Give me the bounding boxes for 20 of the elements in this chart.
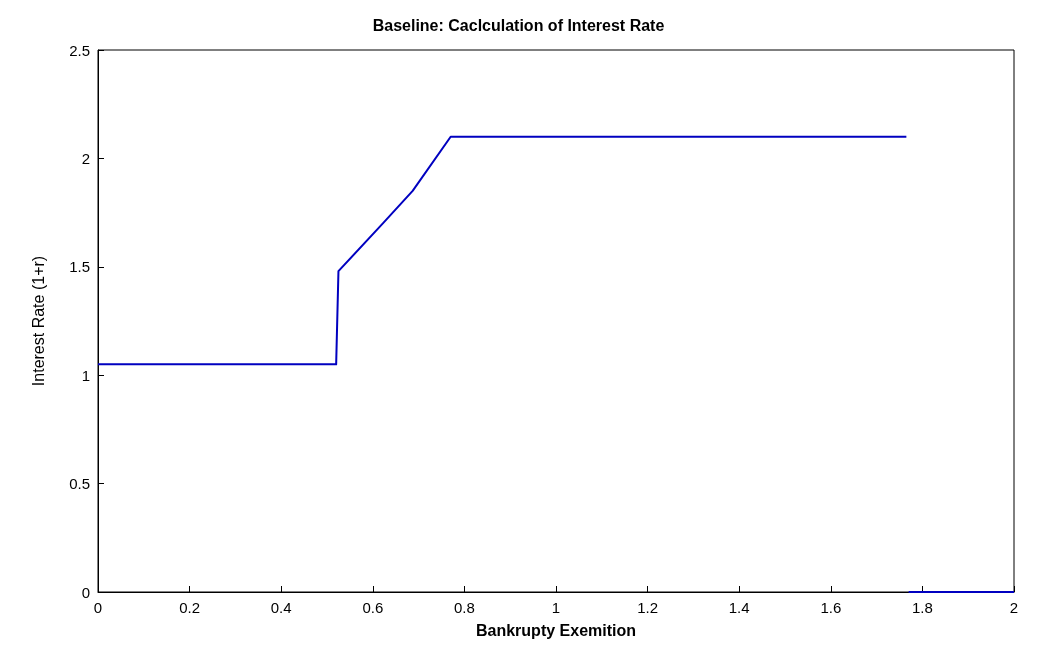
x-tick-label: 0.4 <box>270 599 292 616</box>
x-tick-label: 1.8 <box>911 599 933 616</box>
x-tick-label: 1.2 <box>637 599 659 616</box>
x-tick-label: 1.6 <box>820 599 842 616</box>
x-tick-label: 1.4 <box>728 599 750 616</box>
y-tick-label: 1 <box>81 366 90 384</box>
x-axis-title: Bankrupty Exemition <box>475 621 637 639</box>
y-tick-label: 1.5 <box>69 258 90 276</box>
x-tick-label: 1 <box>551 599 561 616</box>
y-tick-label: 0 <box>81 583 90 601</box>
y-axis-title: Interest Rate (1+r) <box>29 255 47 387</box>
x-tick-label: 0 <box>93 599 103 616</box>
x-tick-label: 0.6 <box>362 599 384 616</box>
x-tick-label: 2 <box>1009 599 1019 616</box>
y-tick-label: 2 <box>81 149 90 167</box>
x-tick-label: 0.2 <box>179 599 201 616</box>
x-tick-label: 0.8 <box>453 599 475 616</box>
y-tick-label: 2.5 <box>69 41 90 59</box>
y-tick-label: 0.5 <box>69 475 90 493</box>
chart-title: Baseline: Caclculation of Interest Rate <box>372 16 665 34</box>
